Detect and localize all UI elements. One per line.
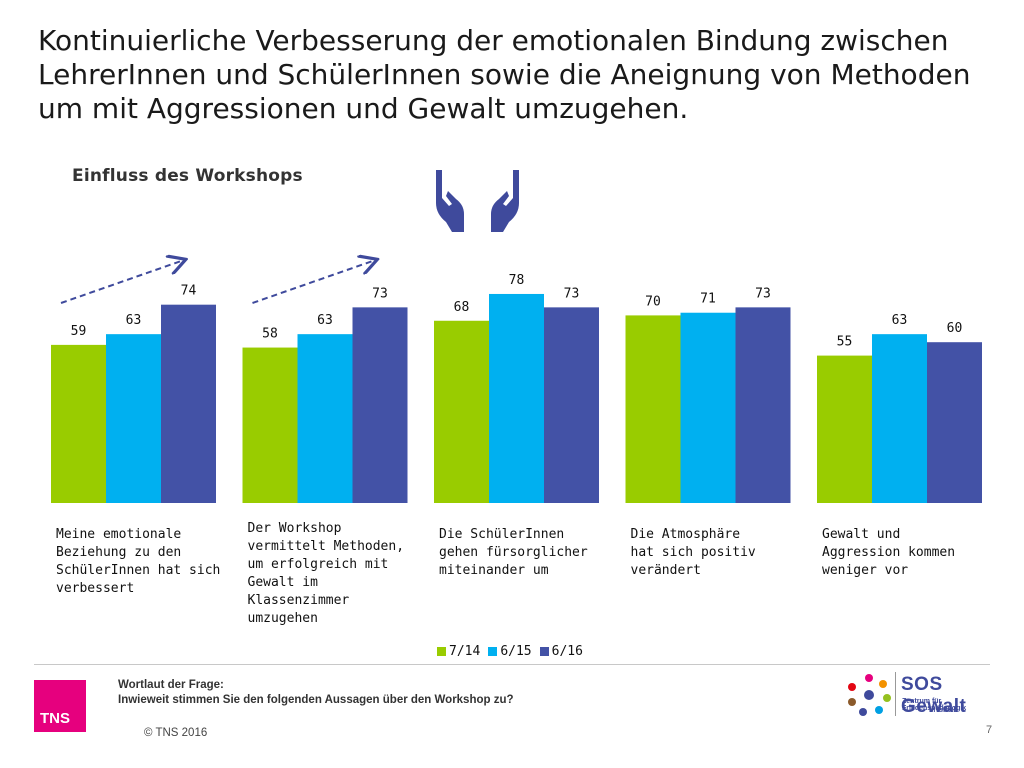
legend-item: 6/15	[488, 644, 532, 659]
data-label: 73	[564, 286, 580, 301]
sos-subtitle-1: Zentrum für Friedenspädagogik	[902, 698, 967, 712]
data-label: 59	[71, 324, 87, 339]
legend-label: 6/15	[500, 644, 532, 659]
bar-6-15-cat-4	[680, 312, 736, 503]
chart-subtitle: Einfluss des Workshops	[72, 166, 303, 186]
bar-6-15-cat-1	[106, 334, 161, 503]
data-label: 60	[947, 321, 963, 336]
sos-subtitle-2: in Israel	[929, 707, 956, 714]
data-label: 70	[645, 294, 661, 309]
legend-swatch	[488, 647, 498, 656]
data-label: 63	[126, 313, 142, 328]
data-label: 55	[837, 335, 853, 350]
sos-emblem-icon	[848, 674, 891, 716]
data-label: 71	[700, 292, 716, 307]
sos-separator	[895, 672, 896, 716]
data-label: 58	[262, 327, 278, 342]
category-label: Der Workshop vermittelt Methoden, um erf…	[247, 521, 405, 626]
bar-6-16-cat-3	[544, 307, 599, 503]
hands-icon	[436, 170, 519, 232]
question-text: Inwieweit stimmen Sie den folgenden Auss…	[118, 694, 514, 706]
category-label: Die Atmosphäre hat sich positiv veränder…	[630, 527, 756, 578]
question-heading: Wortlaut der Frage:	[118, 679, 224, 691]
data-label: 73	[755, 286, 771, 301]
legend-label: 6/16	[551, 644, 583, 659]
slide-title: Kontinuierliche Verbesserung der emotion…	[38, 24, 971, 125]
data-label: 78	[509, 273, 525, 288]
bar-7-14-cat-4	[625, 315, 681, 503]
data-label: 63	[892, 313, 908, 328]
bar-6-16-cat-1	[161, 304, 216, 503]
trend-arrow	[60, 260, 184, 304]
page-number: 7	[986, 724, 993, 736]
legend-swatch	[437, 647, 446, 656]
data-label: 73	[372, 286, 388, 301]
bar-6-16-cat-2	[352, 307, 408, 503]
category-label: Die SchülerInnen gehen fürsorglicher mit…	[439, 527, 588, 578]
bar-6-15-cat-3	[489, 293, 544, 503]
bar-7-14-cat-2	[242, 347, 298, 503]
trend-arrow	[252, 260, 376, 304]
category-label: Gewalt und Aggression kommen weniger vor	[822, 527, 956, 578]
bar-7-14-cat-1	[51, 344, 106, 503]
category-label: Meine emotionale Beziehung zu den Schüle…	[56, 527, 221, 596]
copyright: © TNS 2016	[144, 727, 208, 739]
data-label: 68	[454, 300, 470, 315]
bar-6-15-cat-5	[872, 334, 927, 503]
bar-7-14-cat-5	[817, 355, 872, 503]
tns-logo: TNS	[34, 680, 86, 732]
bar-6-15-cat-2	[297, 334, 353, 503]
sos-gewalt-logo: SOS Gewalt Zentrum für Friedenspädagogik…	[845, 668, 995, 720]
legend-label: 7/14	[449, 644, 481, 659]
data-label: 74	[181, 284, 197, 299]
bar-6-16-cat-4	[735, 307, 791, 503]
legend-swatch	[539, 647, 549, 656]
sos-title: SOS Gewalt	[901, 674, 967, 717]
data-label: 63	[317, 313, 333, 328]
chart-legend: 7/14 6/15 6/16	[437, 644, 587, 659]
bar-6-16-cat-5	[927, 342, 982, 503]
bar-chart: 59 63 74 58 63 73 68 78 73 70 71 73 55 63 60	[51, 170, 982, 503]
footer-divider	[34, 664, 990, 665]
legend-item: 6/16	[539, 644, 583, 659]
bar-7-14-cat-3	[434, 320, 489, 503]
tns-logo-text: TNS	[40, 710, 70, 727]
legend-item: 7/14	[437, 644, 480, 659]
